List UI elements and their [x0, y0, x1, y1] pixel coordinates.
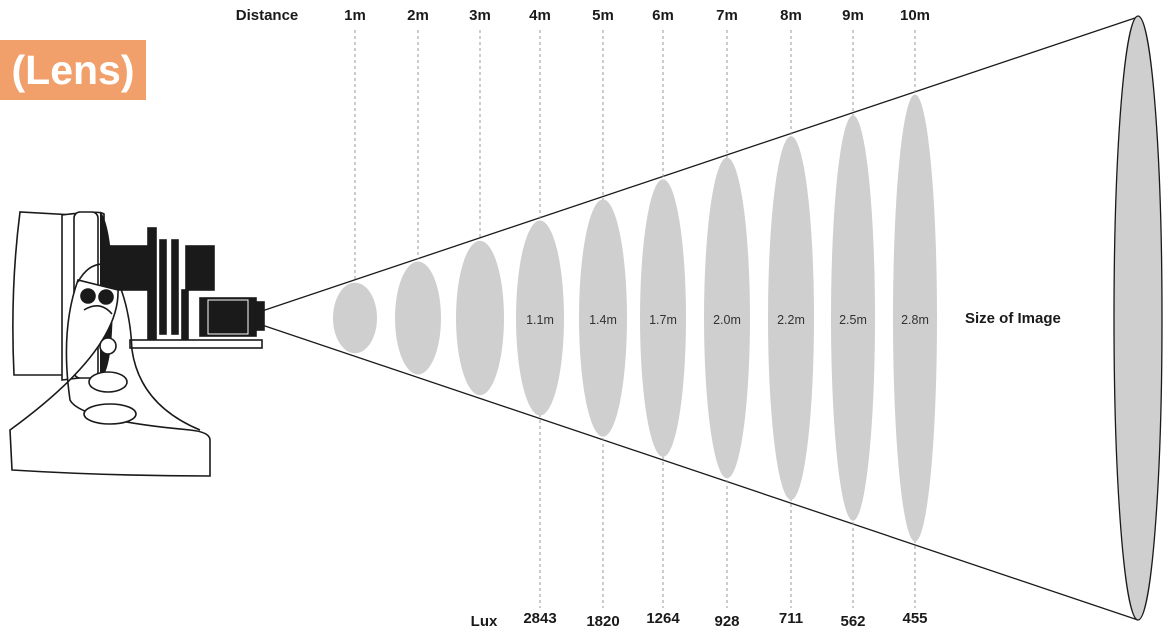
distance-label: 9m [842, 7, 864, 24]
beam-spot-ellipse [456, 240, 504, 396]
beam-spot-ellipse [893, 94, 937, 542]
beam-upper-edge [261, 16, 1139, 312]
distance-label: 10m [899, 7, 931, 24]
size-of-image-label: Size of Image [965, 310, 1061, 327]
distance-header-label: Distance [235, 7, 299, 24]
distance-label: 7m [716, 7, 738, 24]
image-size-label: 1.7m [649, 313, 677, 327]
distance-label: 4m [529, 7, 551, 24]
far-image-ellipse [1113, 15, 1163, 621]
beam-cone [261, 15, 1163, 621]
beam-spot-ellipse [395, 261, 441, 375]
distance-label: 2m [407, 7, 429, 24]
beam-spot-ellipse [516, 220, 564, 416]
lux-value-label: 711 [778, 610, 804, 627]
lux-value-label: 1264 [646, 610, 680, 627]
beam-spots [333, 94, 937, 542]
lux-value-label: 455 [902, 610, 928, 627]
lux-value-label: 928 [714, 613, 740, 630]
lux-value-label: 2843 [523, 610, 557, 627]
image-size-label: 1.4m [589, 313, 617, 327]
lux-header-label: Lux [470, 613, 498, 630]
lux-value-label: 562 [840, 613, 866, 630]
beam-spot-ellipse [579, 199, 627, 437]
image-size-label: 1.1m [526, 313, 554, 327]
beam-spot-ellipse [831, 115, 875, 521]
beam-spot-ellipse [704, 157, 750, 479]
image-size-label: 2.8m [901, 313, 929, 327]
beam-spot-ellipse [640, 179, 686, 457]
lens-badge: (Lens) [0, 40, 146, 100]
lux-value-label: 1820 [586, 613, 620, 630]
beam-spot-ellipse [768, 136, 814, 500]
image-size-label: 2.0m [713, 313, 741, 327]
distance-label: 3m [469, 7, 491, 24]
image-size-label: 2.2m [777, 313, 805, 327]
beam-spot-ellipse [333, 282, 377, 354]
distance-label: 6m [652, 7, 674, 24]
distance-label: 1m [344, 7, 366, 24]
beam-lower-edge [261, 324, 1139, 621]
distance-label: 5m [592, 7, 614, 24]
distance-label: 8m [780, 7, 802, 24]
spotlight-fixture-icon [9, 211, 265, 477]
image-size-label: 2.5m [839, 313, 867, 327]
